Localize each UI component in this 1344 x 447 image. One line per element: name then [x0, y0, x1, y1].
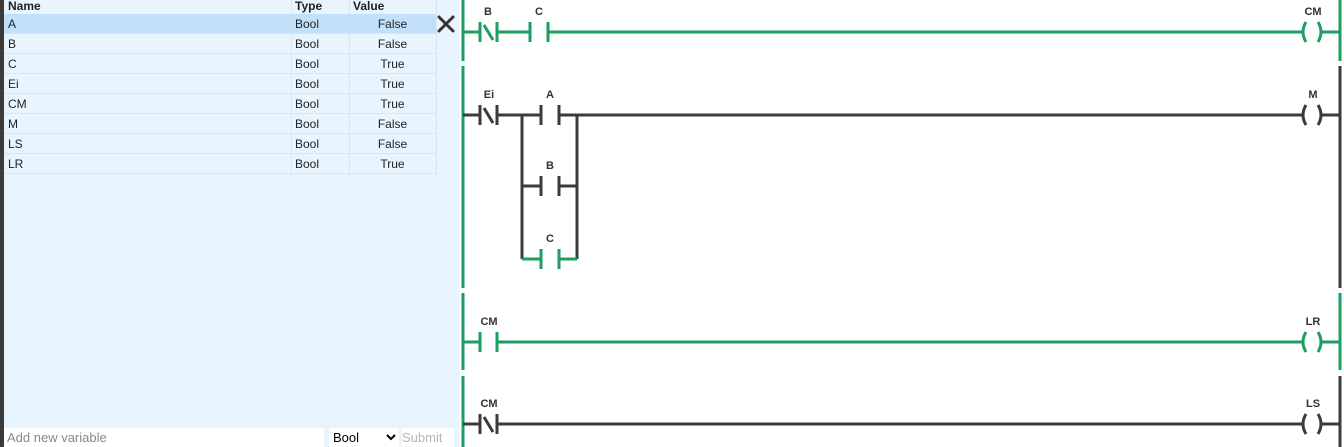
variable-value[interactable]: False [377, 37, 408, 51]
contact-nc-cm[interactable]: CM [478, 398, 499, 434]
variable-type: Bool [295, 77, 320, 91]
variable-row-b[interactable]: B Bool False [4, 34, 436, 54]
variable-row-cm[interactable]: CM Bool True [4, 94, 436, 114]
column-divider [436, 0, 437, 176]
contact-label: C [535, 6, 543, 18]
coil-lr[interactable]: LR [1301, 316, 1323, 353]
coil-label: LR [1306, 316, 1321, 328]
contact-label: CM [480, 316, 497, 328]
variable-name: A [8, 17, 17, 31]
coil-ls[interactable]: LS [1301, 398, 1323, 435]
coil-label: LS [1306, 398, 1320, 410]
variable-row-ls[interactable]: LS Bool False [4, 134, 436, 154]
contact-no-b[interactable]: B [539, 160, 561, 196]
header-value: Value [353, 0, 385, 13]
contact-label: A [546, 89, 554, 101]
contact-nc-b[interactable]: B [478, 6, 499, 42]
variable-value[interactable]: True [380, 97, 405, 111]
add-variable-form: Bool Submit [4, 428, 460, 447]
variable-row-lr[interactable]: LR Bool True [4, 154, 436, 174]
coil-label: CM [1304, 6, 1321, 18]
rung-3: CM LR [461, 293, 1342, 370]
variable-name: M [8, 117, 18, 131]
variable-type: Bool [295, 117, 320, 131]
contact-label: B [546, 160, 554, 172]
variable-name: LR [8, 157, 24, 171]
variable-table-header: Name Type Value [4, 0, 460, 13]
variable-name: B [8, 37, 17, 51]
rung-1: B C CM [461, 0, 1342, 61]
contact-label: B [484, 6, 492, 18]
variable-row-c[interactable]: C Bool True [4, 54, 436, 74]
variable-type: Bool [295, 97, 320, 111]
header-type: Type [295, 0, 323, 13]
variable-name: C [8, 57, 17, 71]
variable-row-m[interactable]: M Bool False [4, 114, 436, 134]
contact-no-cm[interactable]: CM [478, 316, 499, 352]
variable-name: LS [8, 137, 23, 151]
rung-4: CM LS [461, 376, 1342, 447]
variable-row-a[interactable]: A Bool False [4, 14, 436, 34]
coil-m[interactable]: M [1301, 89, 1323, 126]
variable-value[interactable]: False [377, 137, 408, 151]
new-variable-input[interactable] [4, 428, 324, 447]
ladder-diagram: B C CM Ei A [461, 0, 1342, 447]
variable-type-select[interactable]: Bool [329, 428, 399, 447]
column-divider [291, 0, 292, 176]
variable-value[interactable]: False [377, 17, 408, 31]
variable-value[interactable]: False [377, 117, 408, 131]
rung-2: Ei A B C M [461, 66, 1342, 288]
contact-nc-ei[interactable]: Ei [478, 89, 499, 125]
variable-type: Bool [295, 17, 320, 31]
contact-no-c[interactable]: C [528, 6, 550, 42]
coil-label: M [1308, 89, 1317, 101]
contact-no-a[interactable]: A [539, 89, 561, 125]
close-icon [437, 15, 455, 33]
variable-name: Ei [8, 77, 19, 91]
contact-label: CM [480, 398, 497, 410]
variable-name: CM [8, 97, 27, 111]
variable-value[interactable]: True [380, 157, 405, 171]
coil-cm[interactable]: CM [1301, 6, 1323, 43]
delete-variable-button[interactable] [436, 14, 456, 34]
contact-label: Ei [484, 89, 494, 101]
variable-value[interactable]: True [380, 57, 405, 71]
variable-type: Bool [295, 137, 320, 151]
contact-label: C [546, 233, 554, 245]
contact-no-c-branch[interactable]: C [539, 233, 561, 269]
variable-type: Bool [295, 57, 320, 71]
variable-value[interactable]: True [380, 77, 405, 91]
variable-type: Bool [295, 157, 320, 171]
header-name: Name [8, 0, 41, 13]
left-power-rail-edge [0, 0, 4, 447]
submit-button[interactable]: Submit [402, 428, 454, 447]
variable-panel: Name Type Value A Bool False B Bool Fals… [4, 0, 460, 447]
variable-type: Bool [295, 37, 320, 51]
variable-row-ei[interactable]: Ei Bool True [4, 74, 436, 94]
column-divider [349, 0, 350, 176]
